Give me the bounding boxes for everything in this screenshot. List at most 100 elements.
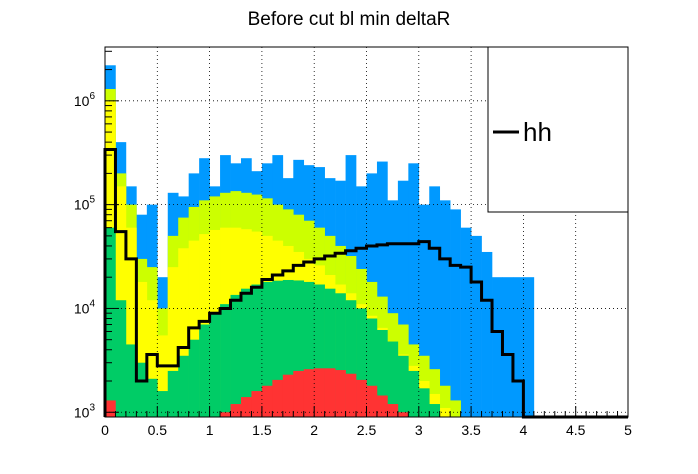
y-tick-label-0: 103	[74, 402, 96, 420]
y-tick-label-2: 105	[74, 195, 96, 213]
bar-layer5-bin-17	[282, 374, 294, 417]
bar-layer3-bin-7	[178, 248, 189, 417]
y-tick-label-3: 106	[74, 91, 96, 109]
bar-layer1-bin-28	[397, 180, 409, 417]
bar-layer4-bin-27	[387, 341, 399, 417]
bar-layer4-bin-8	[188, 339, 200, 417]
bar-layer4-bin-22	[335, 293, 346, 417]
bar-layer4-bin-11	[220, 304, 231, 417]
bar-layer1-bin-38	[502, 277, 514, 417]
chart-title: Before cut bl min deltaR	[248, 9, 451, 30]
legend-label-hh: hh	[523, 117, 552, 147]
bar-layer4-bin-9	[199, 324, 210, 417]
bar-layer5-bin-26	[376, 395, 388, 417]
bar-layer5-bin-11	[220, 412, 231, 417]
bar-layer5-bin-0	[105, 400, 116, 417]
bar-layer4-bin-1	[115, 300, 127, 417]
bar-layer4-bin-3	[136, 362, 148, 417]
legend: hh	[487, 46, 629, 213]
bar-layer4-bin-17	[282, 279, 294, 417]
bar-layer5-bin-15	[261, 385, 273, 417]
bar-layer5-bin-12	[230, 404, 242, 417]
bar-layer1-bin-29	[408, 163, 420, 417]
x-tick-label-5: 2.5	[357, 422, 377, 438]
bar-layer2-bin-33	[450, 400, 461, 417]
bar-layer4-bin-20	[314, 284, 325, 417]
x-tick-label-10: 5	[624, 422, 632, 438]
bar-layer5-bin-13	[240, 397, 252, 417]
bar-layer4-bin-26	[376, 329, 388, 417]
bar-layer4-bin-0	[105, 227, 116, 417]
bar-layer4-bin-4	[146, 378, 158, 417]
bar-layer4-bin-19	[303, 281, 315, 417]
bar-layer2-bin-32	[439, 385, 451, 417]
x-tick-label-4: 2	[310, 422, 318, 438]
bar-layer1-bin-35	[471, 235, 482, 417]
bar-layer1-bin-30	[418, 204, 430, 417]
bar-layer4-bin-30	[418, 388, 430, 417]
bar-layer3-bin-2	[125, 227, 137, 417]
bar-layer4-bin-25	[366, 318, 378, 417]
bar-layer4-bin-12	[230, 294, 242, 417]
x-tick-label-8: 4	[520, 422, 528, 438]
bar-layer2-bin-31	[429, 369, 441, 417]
stacked-bars-group	[105, 65, 535, 418]
bar-layer4-bin-21	[324, 288, 336, 417]
x-tick-label-7: 3.5	[461, 422, 481, 438]
bar-layer4-bin-31	[429, 404, 441, 417]
x-tick-label-3: 1.5	[252, 422, 272, 438]
bar-layer5-bin-14	[251, 391, 263, 417]
hh-step-line-group	[103, 147, 628, 419]
bar-layer4-bin-5	[157, 391, 169, 417]
x-axis: 0 0.5 1 1.5 2 2.5 3 3.5 4 4.5 5	[101, 406, 632, 438]
bar-layer4-bin-13	[240, 288, 252, 417]
bar-layer1-bin-26	[376, 161, 388, 417]
bar-layer4-bin-6	[167, 370, 179, 417]
bar-layer1-bin-40	[523, 277, 535, 417]
bar-layer1-bin-39	[512, 277, 524, 417]
bar-layer4-bin-2	[125, 344, 137, 417]
bar-layer1-bin-37	[492, 277, 503, 417]
grid-lines	[105, 47, 628, 417]
bar-layer1-bin-34	[460, 227, 472, 417]
x-tick-label-9: 4.5	[566, 422, 586, 438]
bar-layer5-bin-25	[366, 385, 378, 417]
bar-layer4-bin-29	[408, 370, 420, 417]
bar-layer4-bin-15	[261, 281, 273, 417]
bar-layer1-bin-36	[481, 251, 493, 417]
bar-layer5-bin-23	[345, 373, 357, 417]
bar-layer5-bin-20	[314, 368, 325, 417]
bar-layer5-bin-16	[272, 379, 284, 417]
x-tick-label-6: 3	[415, 422, 423, 438]
bar-layer5-bin-21	[324, 368, 336, 417]
bar-layer5-bin-28	[397, 412, 409, 417]
bar-layer5-bin-18	[293, 370, 305, 417]
bar-layer5-bin-22	[335, 370, 346, 417]
bar-layer4-bin-16	[272, 280, 284, 417]
x-tick-label-1: 0.5	[148, 422, 168, 438]
bar-layer4-bin-18	[293, 280, 305, 417]
bar-layer1-bin-27	[387, 200, 399, 417]
series-line-hh	[103, 147, 628, 419]
bar-layer4-bin-24	[356, 308, 367, 417]
bar-layer5-bin-27	[387, 404, 399, 417]
bar-layer4-bin-7	[178, 355, 189, 417]
bar-layer1-bin-31	[429, 186, 441, 417]
bar-layer4-bin-23	[345, 300, 357, 417]
bar-layer4-bin-14	[251, 284, 263, 417]
bar-layer3-bin-6	[167, 267, 179, 417]
bar-layer5-bin-24	[356, 379, 367, 417]
bar-layer3-bin-5	[157, 335, 169, 417]
bar-layer3-bin-4	[146, 300, 158, 417]
x-tick-label-0: 0	[101, 422, 109, 438]
x-tick-label-2: 1	[206, 422, 214, 438]
bar-layer3-bin-3	[136, 281, 148, 417]
bar-layer1-bin-33	[450, 209, 461, 417]
bar-layer4-bin-10	[209, 313, 221, 417]
y-tick-label-1: 104	[74, 298, 96, 316]
bar-layer4-bin-28	[397, 355, 409, 417]
y-axis: 103 104 105 106	[74, 50, 119, 420]
legend-box	[487, 46, 629, 213]
bar-layer5-bin-19	[303, 369, 315, 417]
